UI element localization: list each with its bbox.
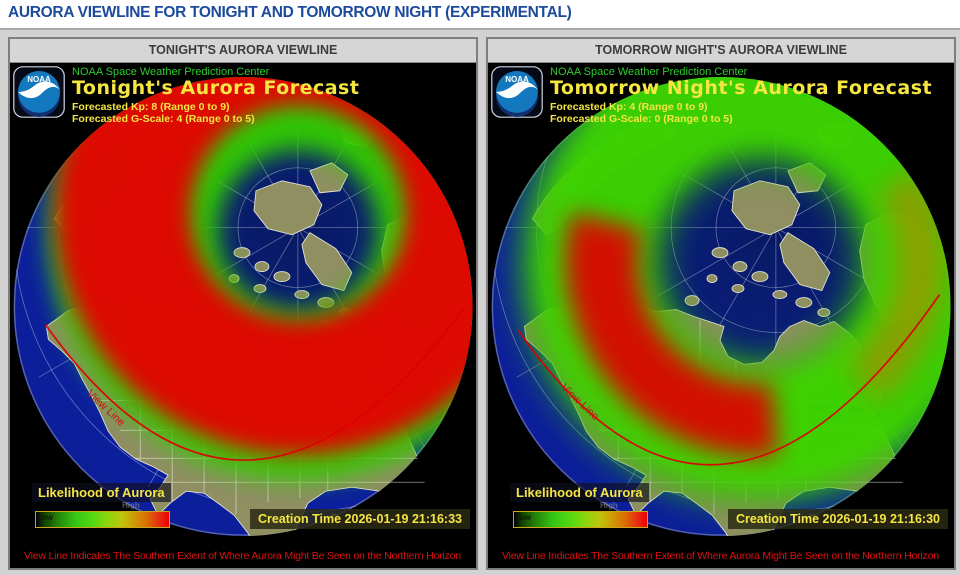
noaa-logo: NOAA	[491, 66, 543, 118]
aurora-map-tomorrow: View Line NOAA NOAA Space Weather Predic…	[488, 63, 954, 568]
aurora-panel-tonight: TONIGHT'S AURORA VIEWLINE View Line	[8, 37, 478, 570]
likelihood-colorbar	[513, 511, 648, 528]
agency-label: NOAA Space Weather Prediction Center	[72, 66, 270, 78]
likelihood-colorbar	[35, 511, 170, 528]
kp-forecast-label: Forecasted Kp: 4 (Range 0 to 9)	[550, 101, 708, 113]
panel-title-tomorrow: TOMORROW NIGHT'S AURORA VIEWLINE	[488, 39, 954, 63]
viewline-footnote: View Line Indicates The Southern Extent …	[24, 550, 461, 562]
page-title: AURORA VIEWLINE FOR TONIGHT AND TOMORROW…	[8, 4, 572, 21]
forecast-title: Tonight's Aurora Forecast	[72, 77, 360, 99]
likelihood-label: Likelihood of Aurora	[32, 483, 171, 502]
globe-map: View Line	[488, 63, 954, 568]
aurora-map-tonight: View Line NOAA NOAA Space Weather Predic…	[10, 63, 476, 568]
scale-high-label: High	[600, 501, 618, 510]
noaa-logo-text: NOAA	[27, 75, 51, 84]
gscale-forecast-label: Forecasted G-Scale: 0 (Range 0 to 5)	[550, 113, 733, 125]
scale-low-label: Low	[37, 513, 53, 522]
noaa-logo: NOAA	[13, 66, 65, 118]
creation-time-badge: Creation Time 2026-01-19 21:16:30	[727, 509, 948, 529]
view-line	[517, 294, 941, 466]
panel-title-tonight: TONIGHT'S AURORA VIEWLINE	[10, 39, 476, 63]
agency-label: NOAA Space Weather Prediction Center	[550, 66, 748, 78]
page-header: AURORA VIEWLINE FOR TONIGHT AND TOMORROW…	[0, 0, 960, 30]
scale-high-label: High	[122, 501, 140, 510]
noaa-logo-text: NOAA	[505, 75, 529, 84]
creation-time-badge: Creation Time 2026-01-19 21:16:33	[249, 509, 470, 529]
forecast-title: Tomorrow Night's Aurora Forecast	[550, 77, 933, 99]
kp-forecast-label: Forecasted Kp: 8 (Range 0 to 9)	[72, 101, 230, 113]
scale-low-label: Low	[515, 513, 531, 522]
viewline-footnote: View Line Indicates The Southern Extent …	[502, 550, 939, 562]
view-line	[44, 307, 466, 461]
gscale-forecast-label: Forecasted G-Scale: 4 (Range 0 to 5)	[72, 113, 255, 125]
aurora-panel-tomorrow: TOMORROW NIGHT'S AURORA VIEWLINE	[486, 37, 956, 570]
likelihood-label: Likelihood of Aurora	[510, 483, 649, 502]
